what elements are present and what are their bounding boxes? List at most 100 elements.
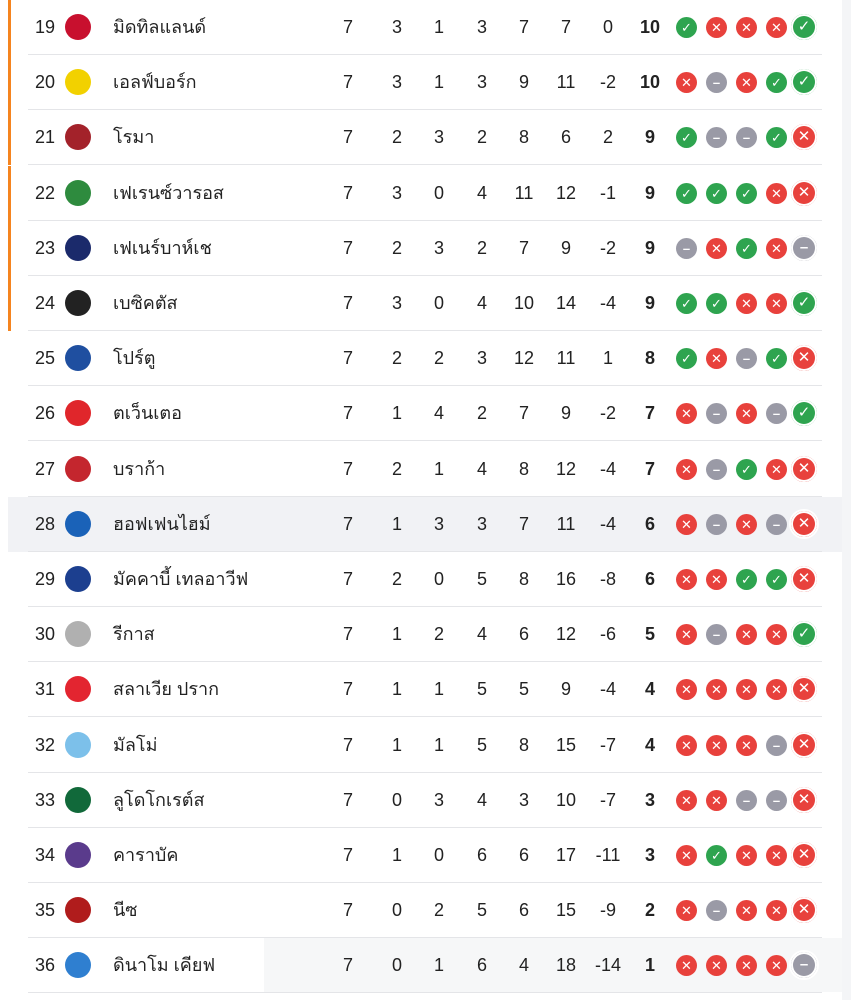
table-row[interactable]: 25 โปร์ตู 7 2 2 3 12 11 1 8 ✓ ✕ – ✓ ✕	[8, 331, 842, 387]
form-x-icon[interactable]: ✕	[706, 679, 727, 701]
form-x-icon[interactable]: ✕	[789, 840, 819, 870]
form-minus-icon[interactable]: –	[766, 513, 787, 535]
form-x-icon[interactable]: ✕	[706, 789, 727, 811]
team-name[interactable]: นีซ	[113, 900, 138, 921]
form-check-icon[interactable]: ✓	[736, 237, 757, 259]
form-minus-icon[interactable]: –	[766, 403, 787, 425]
form-x-icon[interactable]: ✕	[706, 734, 727, 756]
form-x-icon[interactable]: ✕	[676, 845, 697, 866]
form-x-icon[interactable]: ✕	[736, 403, 757, 425]
table-row[interactable]: 26 ตเว็นเตอ 7 1 4 2 7 9 -2 7 ✕ – ✕ – ✓	[8, 386, 842, 442]
team-name[interactable]: สลาเวีย ปราก	[113, 679, 220, 700]
form-x-icon[interactable]: ✕	[676, 679, 697, 701]
form-check-icon[interactable]: ✓	[736, 569, 757, 590]
form-x-icon[interactable]: ✕	[676, 72, 697, 94]
form-x-icon[interactable]: ✕	[789, 508, 819, 539]
form-check-icon[interactable]: ✓	[676, 348, 697, 370]
form-check-icon[interactable]: ✓	[789, 288, 819, 318]
form-x-icon[interactable]: ✕	[736, 955, 757, 977]
form-minus-icon[interactable]: –	[736, 127, 757, 149]
form-x-icon[interactable]: ✕	[676, 624, 697, 646]
form-x-icon[interactable]: ✕	[766, 182, 787, 204]
form-x-icon[interactable]: ✕	[676, 900, 697, 922]
table-row[interactable]: 30 รีกาส 7 1 2 4 6 12 -6 5 ✕ – ✕ ✕ ✓	[8, 607, 842, 663]
form-x-icon[interactable]: ✕	[736, 845, 757, 866]
table-row[interactable]: 21 โรมา 7 2 3 2 8 6 2 9 ✓ – – ✓ ✕	[8, 110, 842, 166]
form-minus-icon[interactable]: –	[706, 403, 727, 425]
table-row[interactable]: 33 ลูโดโกเรต์ส 7 0 3 4 3 10 -7 3 ✕ ✕ – – ✕	[8, 773, 842, 828]
form-minus-icon[interactable]: –	[706, 624, 727, 646]
form-x-icon[interactable]: ✕	[766, 955, 787, 977]
team-name[interactable]: เฟเนร์บาห์เช	[113, 237, 212, 258]
form-check-icon[interactable]: ✓	[736, 182, 757, 204]
form-x-icon[interactable]: ✕	[736, 679, 757, 701]
form-minus-icon[interactable]: –	[736, 789, 757, 811]
table-row[interactable]: 24 เบซิคตัส 7 3 0 4 10 14 -4 9 ✓ ✓ ✕ ✕ ✓	[8, 276, 842, 331]
form-x-icon[interactable]: ✕	[766, 458, 787, 480]
table-row[interactable]: 28 ฮอฟเฟนไฮม์ 7 1 3 3 7 11 -4 6 ✕ – ✕ – ✕	[8, 496, 842, 552]
form-x-icon[interactable]: ✕	[789, 674, 819, 705]
table-row[interactable]: 23 เฟเนร์บาห์เช 7 2 3 2 7 9 -2 9– ✕ ✓ ✕ –	[8, 220, 842, 276]
form-x-icon[interactable]: ✕	[676, 569, 697, 590]
form-minus-icon[interactable]: –	[706, 458, 727, 480]
form-check-icon[interactable]: ✓	[706, 293, 727, 314]
form-x-icon[interactable]: ✕	[766, 17, 787, 38]
form-minus-icon[interactable]: –	[706, 72, 727, 94]
form-minus-icon[interactable]: –	[736, 348, 757, 370]
team-name[interactable]: ลูโดโกเรต์ส	[113, 789, 205, 810]
form-check-icon[interactable]: ✓	[706, 182, 727, 204]
team-name[interactable]: เฟเรนซ์วารอส	[113, 182, 224, 203]
form-check-icon[interactable]: ✓	[676, 17, 697, 38]
form-x-icon[interactable]: ✕	[676, 513, 697, 535]
form-x-icon[interactable]: ✕	[789, 729, 819, 760]
form-x-icon[interactable]: ✕	[706, 237, 727, 259]
team-name[interactable]: โรมา	[113, 127, 155, 148]
team-name[interactable]: โปร์ตู	[113, 348, 156, 369]
form-minus-icon[interactable]: –	[789, 232, 819, 263]
form-x-icon[interactable]: ✕	[789, 453, 819, 484]
team-name[interactable]: มัลโม่	[113, 734, 158, 755]
team-name[interactable]: รีกาส	[113, 624, 155, 645]
table-row[interactable]: 27 บราก้า 7 2 1 4 8 12 -4 7 ✕ – ✓ ✕ ✕	[8, 442, 842, 497]
form-x-icon[interactable]: ✕	[766, 237, 787, 259]
form-minus-icon[interactable]: –	[789, 950, 819, 981]
form-x-icon[interactable]: ✕	[766, 679, 787, 701]
form-check-icon[interactable]: ✓	[736, 458, 757, 480]
form-x-icon[interactable]: ✕	[736, 624, 757, 646]
form-x-icon[interactable]: ✕	[789, 122, 819, 153]
form-minus-icon[interactable]: –	[676, 237, 697, 259]
form-check-icon[interactable]: ✓	[789, 398, 819, 429]
form-x-icon[interactable]: ✕	[736, 72, 757, 94]
form-x-icon[interactable]: ✕	[706, 955, 727, 977]
form-check-icon[interactable]: ✓	[676, 127, 697, 149]
team-name[interactable]: มัคคาบี้ เทลอาวีฟ	[113, 569, 249, 589]
form-x-icon[interactable]: ✕	[736, 734, 757, 756]
table-row[interactable]: 35 นีซ 7 0 2 5 6 15 -9 2 ✕ – ✕ ✕ ✕	[8, 883, 842, 939]
form-x-icon[interactable]: ✕	[676, 403, 697, 425]
form-x-icon[interactable]: ✕	[736, 513, 757, 535]
form-x-icon[interactable]: ✕	[706, 348, 727, 370]
form-minus-icon[interactable]: –	[766, 734, 787, 756]
team-name[interactable]: ฮอฟเฟนไฮม์	[113, 513, 211, 534]
form-x-icon[interactable]: ✕	[706, 17, 727, 38]
form-x-icon[interactable]: ✕	[736, 900, 757, 922]
form-x-icon[interactable]: ✕	[676, 458, 697, 480]
form-check-icon[interactable]: ✓	[789, 619, 819, 650]
form-x-icon[interactable]: ✕	[766, 624, 787, 646]
form-x-icon[interactable]: ✕	[789, 564, 819, 594]
form-check-icon[interactable]: ✓	[676, 182, 697, 204]
table-row[interactable]: 29 มัคคาบี้ เทลอาวีฟ 7 2 0 5 8 16 -8 6 ✕ ✕ ✓ ✓ ✕	[8, 552, 842, 607]
form-x-icon[interactable]: ✕	[766, 845, 787, 866]
table-row[interactable]: 31 สลาเวีย ปราก 7 1 1 5 5 9 -4 4 ✕ ✕ ✕ ✕ ✕	[8, 662, 842, 718]
team-name[interactable]: มิดทิลแลนด์	[113, 17, 207, 37]
form-check-icon[interactable]: ✓	[766, 569, 787, 590]
team-name[interactable]: ตเว็นเตอ	[113, 403, 182, 424]
form-x-icon[interactable]: ✕	[766, 900, 787, 922]
team-name[interactable]: เอลฟ์บอร์ก	[113, 72, 197, 93]
form-x-icon[interactable]: ✕	[789, 784, 819, 815]
form-minus-icon[interactable]: –	[706, 513, 727, 535]
form-check-icon[interactable]: ✓	[766, 72, 787, 94]
form-check-icon[interactable]: ✓	[766, 348, 787, 370]
form-x-icon[interactable]: ✕	[676, 789, 697, 811]
team-name[interactable]: บราก้า	[113, 458, 166, 479]
